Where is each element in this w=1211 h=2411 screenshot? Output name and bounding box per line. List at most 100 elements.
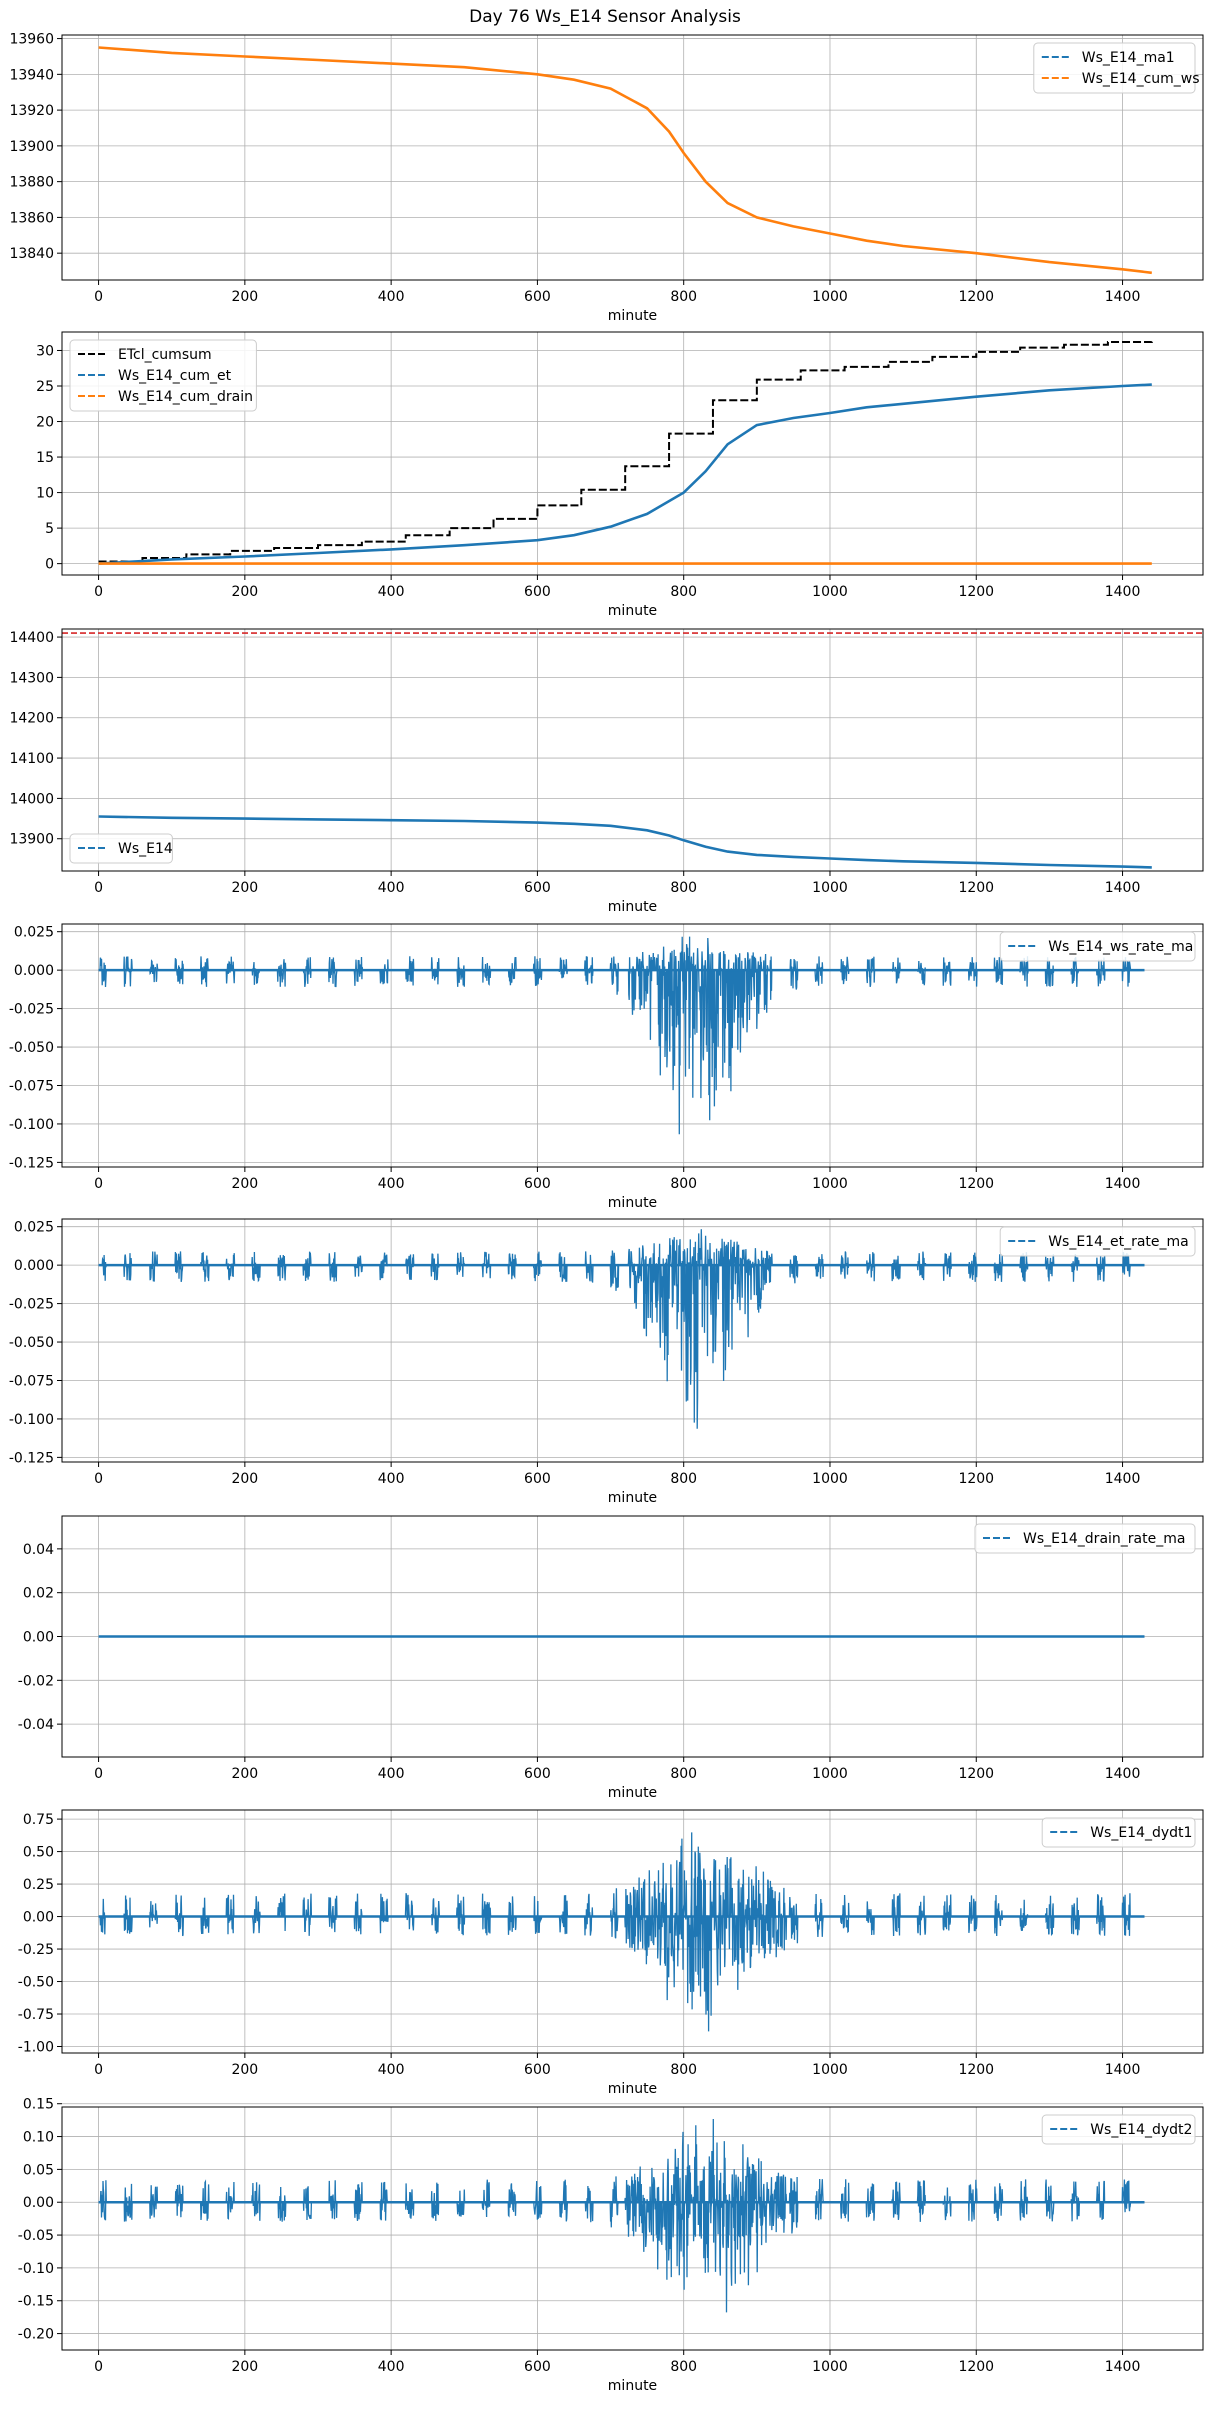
x-axis-label: minute [608,308,657,324]
x-tick-label: 1400 [1105,289,1141,305]
x-tick-label: 600 [524,2359,551,2375]
series-line-Ws_E14_dydt1 [98,1832,1145,2032]
panel-3: 0 200 400 600 800 1000 1200 1400 minute 13900 1400… [9,628,1204,915]
x-axis-label: minute [608,603,657,619]
legend-label: Ws_E14_cum_drain [118,389,253,405]
legend-label: Ws_E14 [118,841,173,857]
y-tick-label: 0.00 [23,1630,54,1646]
y-tick-label: 15 [36,450,54,466]
y-tick-label: 0.25 [23,1877,54,1893]
x-tick-label: 200 [231,1176,258,1192]
axes-frame [61,331,1204,576]
legend-box [69,339,257,412]
x-tick-label: 600 [524,584,551,600]
grid [62,2103,1203,2350]
y-tick-label: 0.00 [23,2195,54,2211]
x-tick-label: 1200 [958,2359,994,2375]
y-tick-label: 0.75 [23,1812,54,1828]
x-tick-label: 0 [94,880,103,896]
y-tick-label: 14000 [9,791,54,807]
x-tick-label: 1000 [812,2359,848,2375]
x-tick-label: 600 [524,1471,551,1487]
x-tick-label: 0 [94,584,103,600]
x-axis-label: minute [608,2378,657,2394]
series-line-Ws_E14_dydt2 [98,2118,1145,2313]
x-tick-label: 400 [378,1766,405,1782]
x-axis-label: minute [608,899,657,915]
y-tick-label: 0.05 [23,2162,54,2178]
x-tick-label: 1000 [812,1176,848,1192]
x-tick-label: 600 [524,2062,551,2078]
legend-box [1041,2114,1196,2145]
series-line-Ws_E14_cum_et [98,383,1152,565]
x-tick-label: 0 [94,2359,103,2375]
y-tick-label: -0.15 [18,2294,54,2310]
plot-area [98,936,1145,1135]
panel-5: 0 200 400 600 800 1000 1200 1400 minute -0.125 -0.… [9,1218,1204,1506]
y-tick-label: -0.10 [18,2261,54,2277]
panel-2: 0 200 400 600 800 1000 1200 1400 minute 0 5 10 15 20 2… [36,331,1204,619]
figure-title: Day 76 Ws_E14 Sensor Analysis [469,7,741,27]
series-line-Ws_E14_cum_ws [98,46,1152,275]
x-tick-label: 400 [378,2062,405,2078]
legend-box [1041,1817,1196,1848]
legend: Ws_E14 [69,833,173,864]
grid [62,629,1203,871]
y-tick-label: 0.000 [14,963,54,979]
legend-box [999,931,1196,962]
x-tick-label: 400 [378,1176,405,1192]
series-line-Ws_E14 [98,815,1152,869]
y-tick-label: -0.025 [9,1297,54,1313]
legend: Ws_E14_drain_rate_ma [974,1523,1196,1554]
x-tick-label: 1400 [1105,2359,1141,2375]
plot-area [98,339,1153,565]
x-tick-label: 1000 [812,2062,848,2078]
x-tick-label: 1200 [958,2062,994,2078]
y-tick-label: 14200 [9,711,54,727]
x-axis-label: minute [608,1785,657,1801]
y-tick-label: -0.100 [9,1117,54,1133]
axes-frame [61,2106,1204,2351]
x-tick-label: 800 [670,880,697,896]
x-tick-label: 800 [670,289,697,305]
x-tick-label: 400 [378,2359,405,2375]
y-tick-label: 0 [45,557,54,573]
legend: ETcl_cumsum Ws_E14_cum_et Ws_E14_cum_drain [69,339,257,412]
x-tick-label: 1000 [812,289,848,305]
plot-area [62,632,1203,869]
x-tick-label: 800 [670,1766,697,1782]
x-tick-label: 1400 [1105,880,1141,896]
panel-6: 0 200 400 600 800 1000 1200 1400 minute -0.04 -0.0… [18,1515,1204,1801]
x-tick-label: 600 [524,880,551,896]
y-tick-label: 14100 [9,751,54,767]
x-tick-label: 0 [94,289,103,305]
plot-area [98,1229,1145,1429]
y-tick-label: 13940 [9,67,54,83]
x-tick-label: 200 [231,584,258,600]
y-tick-label: -0.50 [18,1975,54,1991]
series-line-Ws_E14_et_rate_ma [98,1229,1145,1429]
x-tick-label: 1000 [812,1766,848,1782]
x-tick-label: 200 [231,289,258,305]
y-tick-label: 13900 [9,832,54,848]
legend-box [69,833,173,864]
y-tick-label: 25 [36,379,54,395]
x-tick-label: 800 [670,1176,697,1192]
x-axis-label: minute [608,2081,657,2097]
panel-4: 0 200 400 600 800 1000 1200 1400 minute -0.125 -0.… [9,923,1204,1211]
x-tick-label: 1000 [812,584,848,600]
legend-label: Ws_E14_dydt2 [1090,2122,1192,2138]
y-tick-label: -0.75 [18,2007,54,2023]
y-tick-label: 0.025 [14,1220,54,1236]
x-tick-label: 200 [231,880,258,896]
x-tick-label: 0 [94,1176,103,1192]
y-tick-label: -0.075 [9,1078,54,1094]
y-tick-label: -0.125 [9,1450,54,1466]
y-tick-label: 0.000 [14,1258,54,1274]
x-tick-label: 800 [670,2062,697,2078]
x-tick-label: 200 [231,1471,258,1487]
x-axis-label: minute [608,1490,657,1506]
x-tick-label: 400 [378,1471,405,1487]
y-tick-label: 0.025 [14,925,54,941]
